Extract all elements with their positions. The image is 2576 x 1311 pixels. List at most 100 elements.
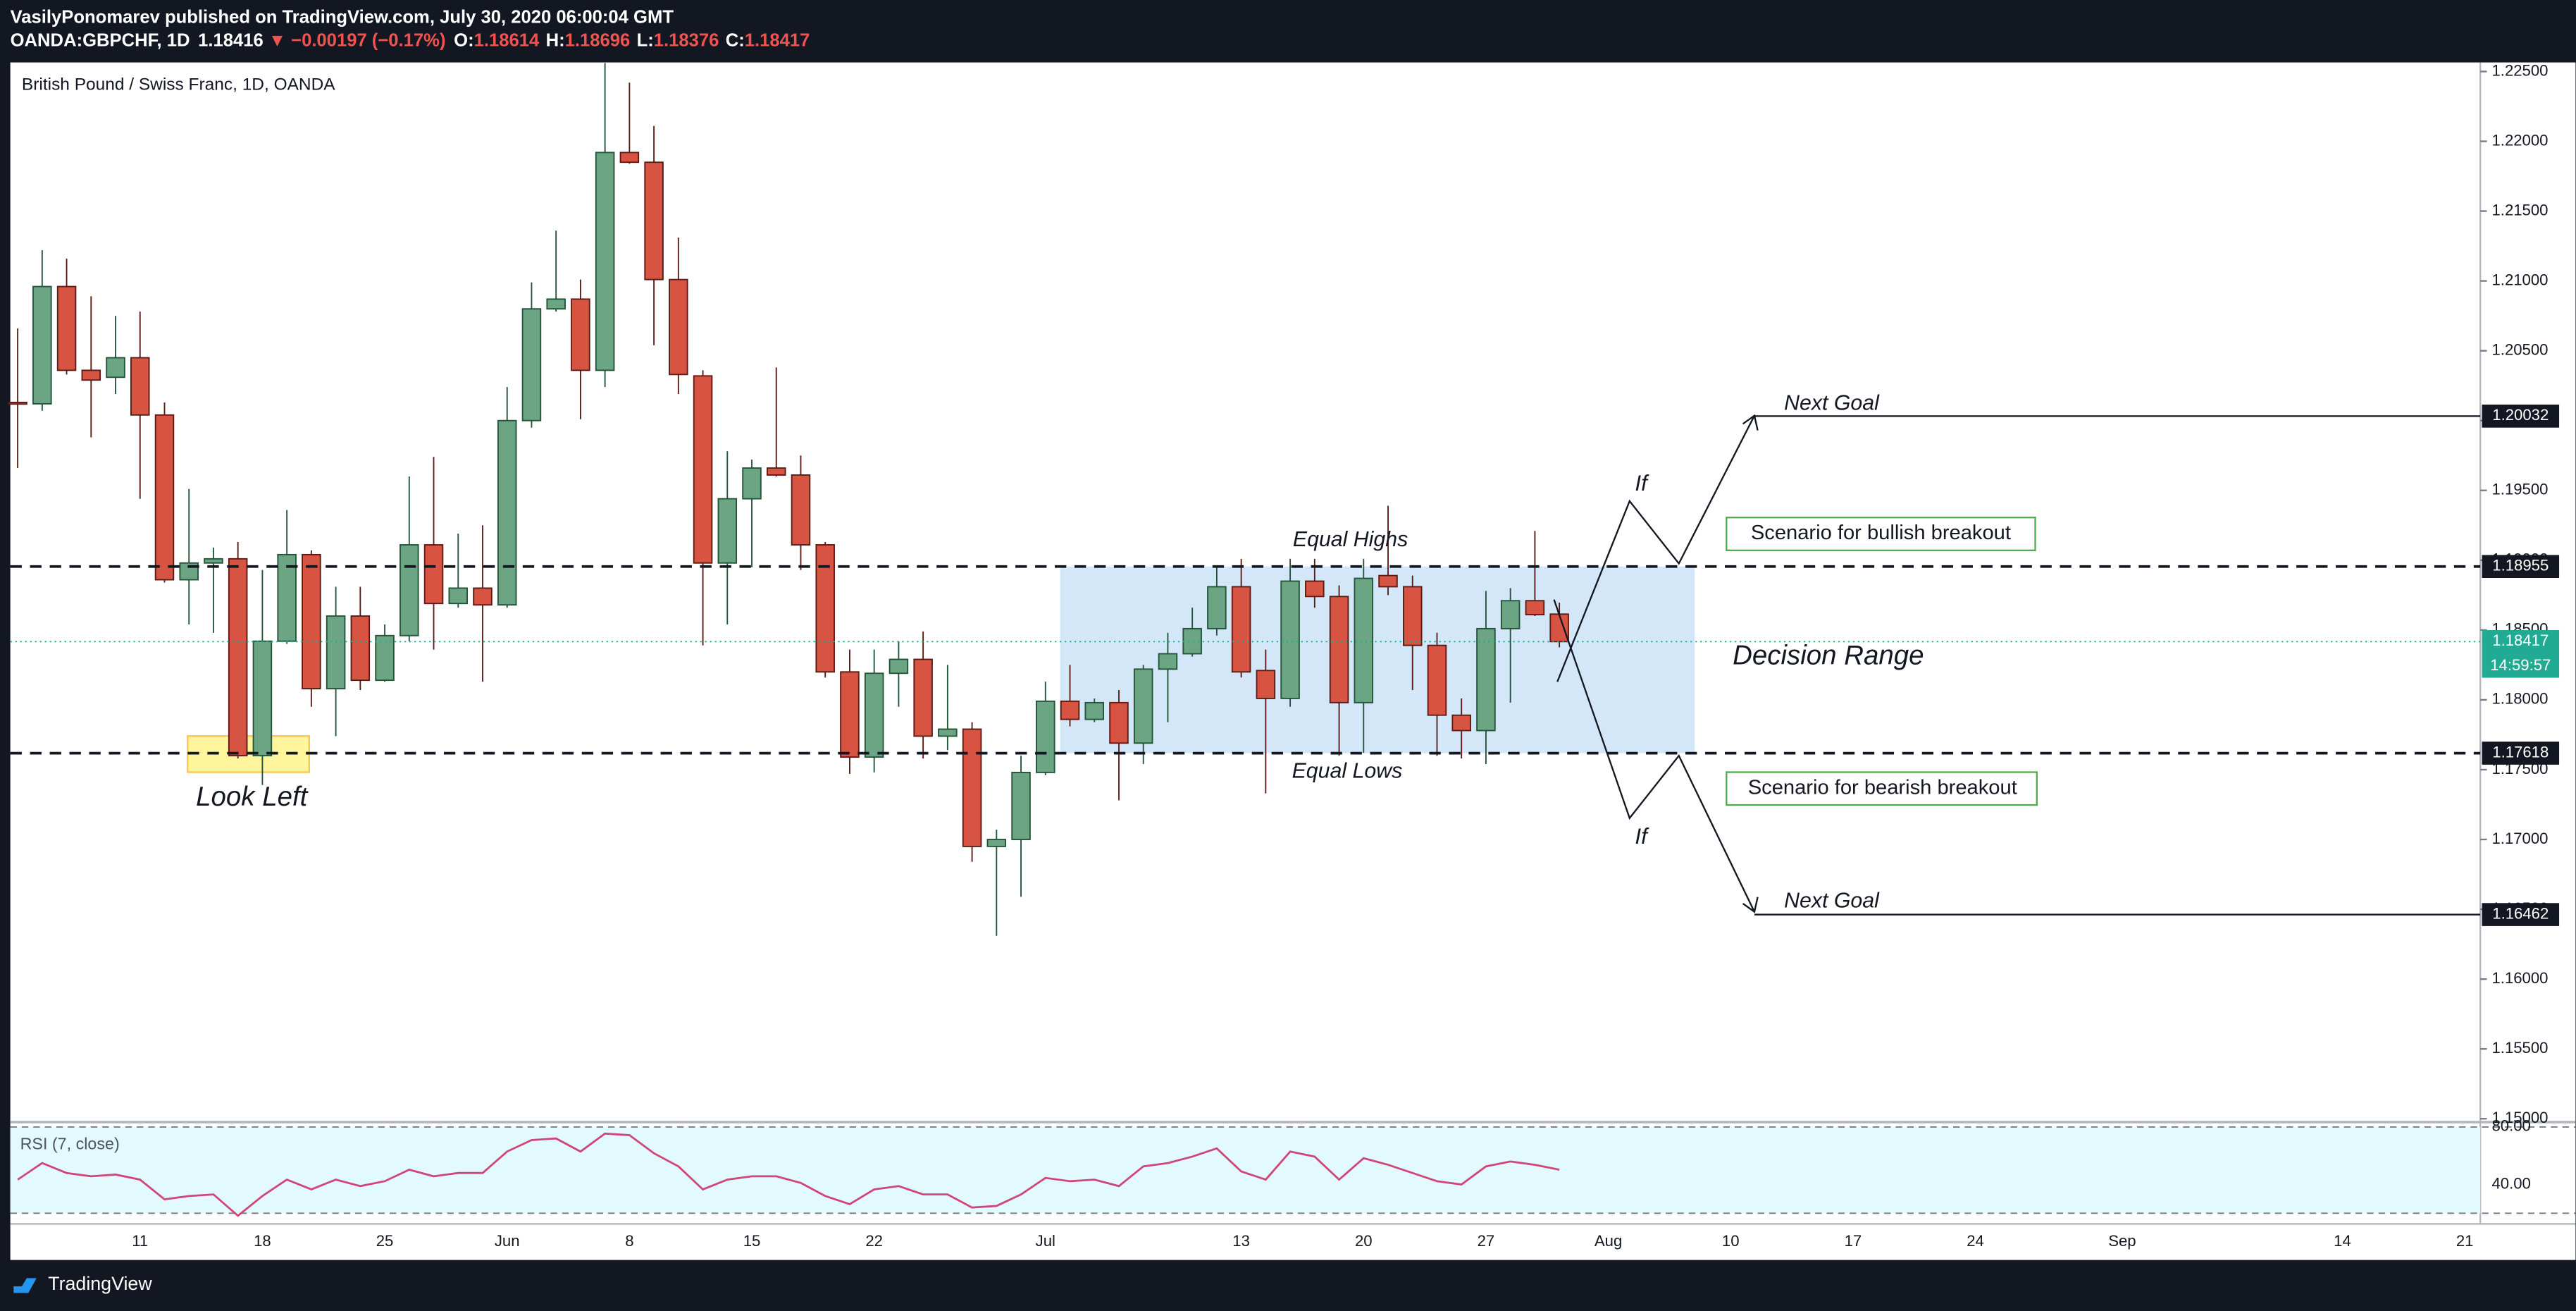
brand: TradingView: [48, 1273, 152, 1294]
candle-body: [448, 587, 469, 605]
candle-body: [693, 375, 713, 564]
y-tick-label: 1.19500: [2491, 481, 2548, 498]
price-label-box: [2482, 405, 2560, 428]
candle-body: [962, 728, 982, 847]
price-label: 1.17618: [2492, 743, 2549, 761]
candle-body: [521, 308, 542, 421]
x-tick-label: 10: [1722, 1232, 1740, 1250]
ohlc-value: 1.18417: [745, 30, 810, 50]
candle-body: [1133, 668, 1153, 744]
ohlc-label: L:: [637, 30, 654, 50]
y-tick-label: 1.21000: [2491, 271, 2548, 288]
y-tick-label: 1.15000: [2491, 1109, 2548, 1126]
candle-body: [791, 474, 811, 546]
x-tick-label: 14: [2334, 1232, 2351, 1250]
annotation: Next Goal: [1784, 890, 1880, 913]
rsi-tick-label: 80.00: [2491, 1117, 2530, 1135]
x-tick-label: Aug: [1594, 1232, 1622, 1250]
candle-body: [1036, 700, 1055, 773]
candle-body: [8, 402, 27, 405]
y-tick-label: 1.18000: [2491, 690, 2548, 708]
candle-body: [1549, 613, 1569, 643]
candle-body: [888, 658, 909, 675]
price-label-box: [2482, 555, 2560, 579]
scenario-down: [1553, 599, 1756, 913]
arrow-head: [1742, 414, 1759, 431]
candle-body: [423, 544, 444, 605]
price-label-box: [2482, 741, 2560, 765]
scenario-box: [1726, 771, 2038, 806]
candle-body: [986, 839, 1007, 847]
x-tick-label: 13: [1232, 1232, 1250, 1250]
candle-body: [913, 658, 933, 737]
rsi-title: RSI (7, close): [20, 1135, 120, 1153]
x-tick-label: 25: [376, 1232, 394, 1250]
scenario-up: [1556, 415, 1755, 682]
candle-body: [1060, 700, 1080, 720]
symbol-line: OANDA:GBPCHF, 1D 1.18416 ▼ −0.00197 (−0.17%…: [11, 30, 810, 50]
candle-body: [497, 419, 517, 606]
ohlc-value: 1.18376: [654, 30, 719, 50]
candle-body: [1378, 574, 1398, 588]
candle-body: [302, 553, 321, 689]
ohlc-value: 1.18614: [474, 30, 540, 50]
candle-body: [228, 558, 248, 757]
annotation: Look Left: [196, 782, 309, 812]
arrow-head: [1742, 897, 1759, 913]
candle-body: [669, 278, 688, 376]
candle-body: [277, 553, 297, 642]
candle-body: [130, 357, 150, 416]
y-tick-label: 1.20500: [2491, 340, 2548, 358]
footer-bar: [0, 1260, 2576, 1311]
price-label: 1.16462: [2492, 904, 2549, 922]
candle-body: [204, 558, 223, 564]
x-tick-label: 15: [743, 1232, 761, 1250]
candle-body: [326, 615, 346, 689]
current-price-label: 1.18417: [2492, 632, 2549, 649]
ohlc-value: 1.18696: [565, 30, 631, 50]
rsi-band: [10, 1126, 2481, 1214]
x-tick-label: Sep: [2108, 1232, 2136, 1250]
y-tick-label: 1.16000: [2491, 969, 2548, 987]
ohlc-label: C:: [726, 30, 745, 50]
y-tick-label: 1.22500: [2491, 61, 2548, 79]
y-tick-label: 1.15500: [2491, 1039, 2548, 1057]
direction: ▼: [268, 30, 286, 50]
rsi-tick-label: 40.00: [2491, 1174, 2530, 1192]
candle-body: [400, 544, 419, 636]
candle-body: [766, 467, 786, 476]
candle-body: [1280, 580, 1300, 699]
candle-body: [864, 672, 884, 758]
candle-body: [742, 467, 762, 500]
candle-body: [840, 671, 860, 758]
candle-body: [56, 285, 77, 371]
candle-body: [1109, 701, 1129, 744]
decision-range: [1060, 566, 1695, 753]
candle-body: [595, 152, 615, 371]
last-price: 1.18416: [198, 30, 264, 50]
change: −0.00197 (−0.17%): [291, 30, 445, 50]
candle-body: [619, 152, 640, 164]
candle-body: [154, 414, 175, 581]
y-tick-label: 1.17000: [2491, 830, 2548, 847]
candle-body: [571, 298, 590, 371]
candle-body: [1476, 627, 1496, 732]
price-label: 1.20032: [2492, 406, 2549, 424]
candle-body: [938, 728, 958, 737]
candle-body: [644, 161, 664, 281]
candle-body: [106, 357, 125, 378]
chart-title: British Pound / Swiss Franc, 1D, OANDA: [22, 75, 335, 94]
price-label-box: [2482, 903, 2560, 926]
candle-body: [1231, 586, 1251, 673]
annotation: If: [1635, 824, 1649, 849]
ohlc-label: H:: [546, 30, 565, 50]
publisher: VasilyPonomarev published on TradingView…: [11, 7, 674, 27]
candle-body: [1305, 580, 1325, 598]
countdown: 14:59:57: [2490, 656, 2551, 674]
rsi-line: [17, 1132, 1560, 1217]
x-tick-label: 18: [254, 1232, 271, 1250]
symbol: OANDA:GBPCHF, 1D: [11, 30, 190, 50]
candle-body: [1451, 714, 1471, 732]
candle-body: [1256, 670, 1276, 699]
candle-body: [473, 587, 493, 606]
